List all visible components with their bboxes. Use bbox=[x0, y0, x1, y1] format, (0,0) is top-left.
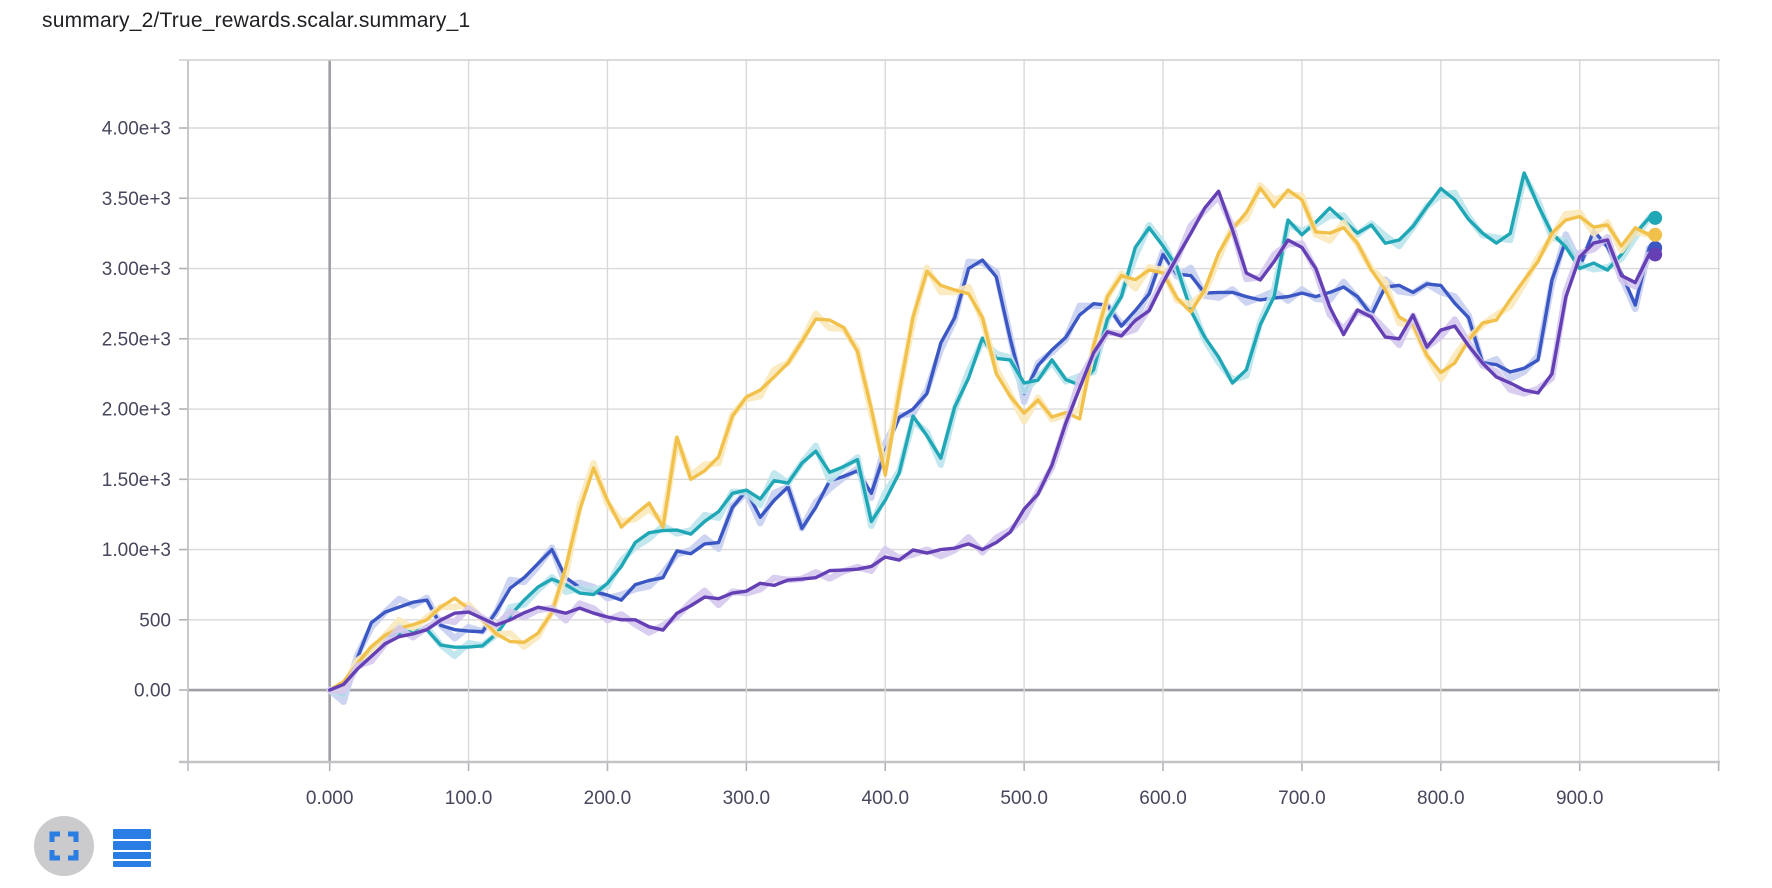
axes bbox=[179, 59, 1720, 771]
y-tick-label: 500 bbox=[139, 610, 171, 631]
x-tick-label: 400.0 bbox=[861, 788, 909, 809]
x-tick-label: 500.0 bbox=[1000, 788, 1048, 809]
x-tick-label: 800.0 bbox=[1417, 788, 1465, 809]
x-tick-label: 100.0 bbox=[445, 788, 493, 809]
y-tick-label: 3.50e+3 bbox=[102, 189, 171, 210]
purple-line bbox=[327, 189, 1651, 692]
hamburger-bar-icon bbox=[113, 829, 151, 839]
hamburger-bar-icon bbox=[113, 841, 151, 850]
tick-labels: 0.00 500 1.00e+3 1.50e+3 2.00e+3 2.50e+3 3.00e… bbox=[102, 119, 1604, 809]
y-tick-label: 4.00e+3 bbox=[102, 119, 171, 140]
hamburger-bar-icon bbox=[113, 861, 151, 867]
x-tick-label: 600.0 bbox=[1139, 788, 1187, 809]
chart-title: summary_2/True_rewards.scalar.summary_1 bbox=[42, 9, 471, 32]
fullscreen-icon bbox=[49, 831, 79, 861]
x-tick-label: 200.0 bbox=[584, 788, 632, 809]
x-tick-label: 900.0 bbox=[1556, 788, 1604, 809]
y-tick-label: 1.50e+3 bbox=[102, 470, 171, 491]
blue-line bbox=[327, 228, 1651, 697]
blue-raw-line bbox=[326, 231, 1653, 706]
expand-button[interactable] bbox=[34, 816, 94, 876]
y-tick-label: 2.00e+3 bbox=[102, 400, 171, 421]
data-options-button[interactable] bbox=[113, 829, 151, 869]
x-tick-label: 0.000 bbox=[306, 788, 354, 809]
x-tick-label: 300.0 bbox=[723, 788, 771, 809]
y-tick-label: 0.00 bbox=[134, 681, 171, 702]
series-lines bbox=[326, 171, 1663, 706]
y-tick-label: 3.00e+3 bbox=[102, 259, 171, 280]
purple-end-dot bbox=[1648, 247, 1663, 262]
amber-end-dot bbox=[1648, 227, 1663, 242]
x-tick-label: 700.0 bbox=[1278, 788, 1326, 809]
y-tick-label: 1.00e+3 bbox=[102, 540, 171, 561]
y-tick-label: 2.50e+3 bbox=[102, 329, 171, 350]
hamburger-bar-icon bbox=[113, 852, 151, 859]
amber-line bbox=[327, 186, 1651, 692]
teal-end-dot bbox=[1648, 210, 1663, 225]
